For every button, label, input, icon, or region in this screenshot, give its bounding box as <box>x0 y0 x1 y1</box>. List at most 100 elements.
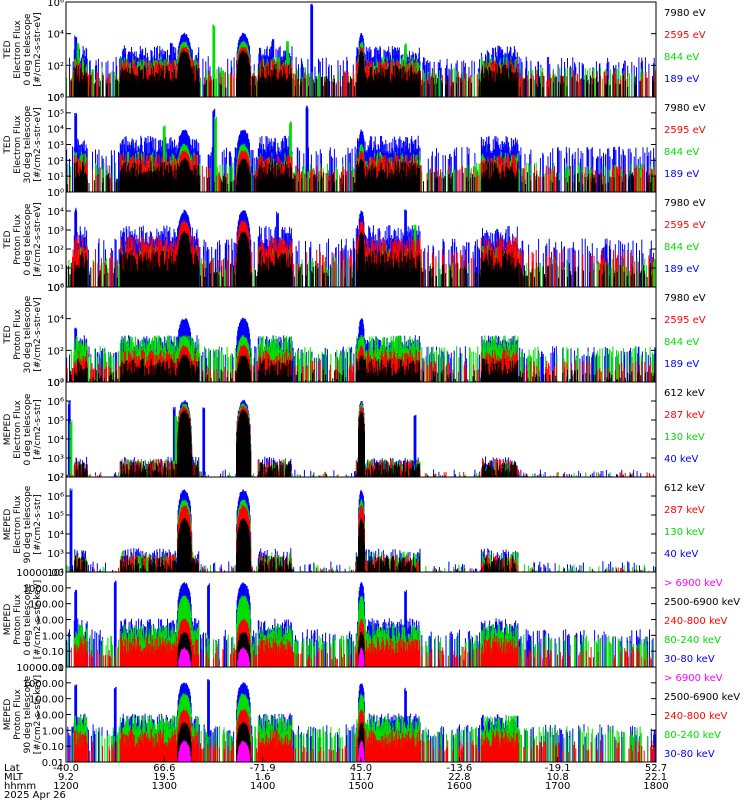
x-tick-hhmm: 1300 <box>152 781 177 792</box>
y-axis-label-line: [#/cm2-s-str-eV] <box>33 297 43 372</box>
x-tick-lat: 45.0 <box>350 763 372 774</box>
y-tick-label: 10⁷ <box>47 473 64 484</box>
y-tick-label: 10³ <box>47 141 64 152</box>
legend-entry: 2500-6900 keV <box>664 692 740 703</box>
panel-1: 10⁰ 10² 10⁴ 10⁶ TED Electron Flux 0 deg telesc… <box>3 0 706 104</box>
y-tick-label: 10² <box>47 245 64 256</box>
y-tick-label: 10⁶ <box>47 93 64 104</box>
legend-entry: 844 eV <box>664 242 699 253</box>
y-tick-label: 10⁶ <box>47 397 64 408</box>
legend-entry: 612 keV <box>664 483 705 494</box>
legend-entry: 80-240 keV <box>664 635 721 646</box>
y-tick-label: 0.10 <box>42 742 64 753</box>
y-axis-label-line: 30 deg telescope <box>23 105 33 183</box>
x-tick-lat: -13.6 <box>446 763 472 774</box>
y-axis-label: MEPED Proton Flux 0 deg telescope [#/cm2-s-… <box>3 580 43 659</box>
y-tick-label: 10⁴ <box>47 530 64 541</box>
y-tick-label: 100.00 <box>29 600 64 611</box>
x-tick-lat: -71.9 <box>250 763 276 774</box>
legend-entry: > 6900 keV <box>664 578 723 589</box>
legend-entry: 130 keV <box>664 527 705 538</box>
legend-entry: 7980 eV <box>664 103 706 114</box>
y-axis-label: MEPED Electron Flux 90 deg telescope [#/cm2… <box>3 485 43 563</box>
y-axis-label-line: 30 deg telescope <box>23 295 33 373</box>
x-tick-mlt: 19.5 <box>153 772 175 783</box>
x-tick-hhmm: 1500 <box>348 781 373 792</box>
legend-entry: 189 eV <box>664 74 699 85</box>
y-axis-label-line: [#/cm2-s-str] <box>33 494 43 554</box>
y-tick-label: 10⁴ <box>47 30 64 41</box>
legend-entry: 287 keV <box>664 505 705 516</box>
y-axis-label-line: 90 deg telescope <box>23 485 33 563</box>
y-tick-label: 10000.00 <box>16 568 64 579</box>
y-axis-label: TED Electron Flux 30 deg telescope [#/cm2-s… <box>3 105 43 183</box>
panel-4: 10⁰ 10² 10⁴ 10⁶ TED Proton Flux 30 deg telesco… <box>3 283 706 389</box>
y-tick-label: 10¹ <box>47 264 64 275</box>
y-tick-label: 0.01 <box>42 758 64 769</box>
y-tick-label: 1.00 <box>42 726 64 737</box>
x-tick-mlt: 10.8 <box>547 772 569 783</box>
y-axis-label-line: TED <box>3 325 13 344</box>
y-tick-label: 10⁵ <box>47 416 64 427</box>
y-axis-label-line: Proton Flux <box>13 594 23 645</box>
date-label: 2025 Apr 26 <box>4 790 66 800</box>
legend-entry: 844 eV <box>664 337 699 348</box>
y-axis-label-line: [#/cm2-s-str-eV] <box>33 202 43 277</box>
y-tick-label: 10⁶ <box>47 283 64 294</box>
legend-entry: 40 keV <box>664 549 698 560</box>
y-axis-label-line: [#/cm2-s-str-keV] <box>33 675 43 754</box>
y-axis-label-line: Electron Flux <box>13 495 23 554</box>
y-tick-label: 10² <box>47 346 64 357</box>
y-tick-label: 10.00 <box>35 711 64 722</box>
series-3-4 <box>66 230 652 287</box>
legend-entry: > 6900 keV <box>664 673 723 684</box>
y-tick-label: 10⁴ <box>47 125 64 136</box>
x-tick-mlt: 9.2 <box>58 772 74 783</box>
y-tick-label: 10³ <box>47 454 64 465</box>
x-row-label: Lat <box>4 763 20 774</box>
legend-entry: 130 keV <box>664 432 705 443</box>
y-axis-label-line: 0 deg telescope <box>23 13 33 85</box>
y-axis-label-line: 0 deg telescope <box>23 393 33 465</box>
y-tick-label: 10² <box>47 61 64 72</box>
y-axis-label-line: Proton Flux <box>13 309 23 360</box>
panel-6: 10² 10³ 10⁴ 10⁵ 10⁶ 10⁷ MEPED Electron Flux 90 d… <box>3 473 705 579</box>
legend-entry: 40 keV <box>664 454 698 465</box>
y-axis-label: MEPED Proton Flux 90 deg telescope [#/cm2-s… <box>3 675 43 754</box>
y-tick-label: 100.00 <box>29 695 64 706</box>
y-axis-label-line: [#/cm2-s-str-keV] <box>33 580 43 659</box>
panel-5: 10² 10³ 10⁴ 10⁵ 10⁶ 10⁷ MEPED Electron Flux 0 de… <box>3 378 705 484</box>
x-tick-lat: 52.7 <box>645 763 667 774</box>
panel-7: 0.010.101.0010.00100.001000.0010000.00ME… <box>3 568 740 674</box>
y-tick-label: 10⁶ <box>47 0 64 9</box>
x-tick-hhmm: 1400 <box>250 781 275 792</box>
y-tick-label: 10² <box>47 473 64 484</box>
y-axis-label-line: 0 deg telescope <box>23 203 33 275</box>
y-tick-label: 10.00 <box>35 616 64 627</box>
y-tick-label: 10² <box>47 568 64 579</box>
y-tick-label: 10¹ <box>47 172 64 183</box>
y-tick-label: 10⁴ <box>47 207 64 218</box>
panel-2: 10⁰ 10¹ 10² 10³ 10⁴ 10⁵ 10⁶ TED Electron Flux 30 … <box>3 93 706 199</box>
x-tick-hhmm: 1600 <box>447 781 472 792</box>
y-tick-label: 10⁰ <box>47 283 64 294</box>
y-tick-label: 10⁴ <box>47 315 64 326</box>
x-tick-hhmm: 1200 <box>53 781 78 792</box>
y-axis-label-line: MEPED <box>3 604 13 636</box>
legend-entry: 189 eV <box>664 169 699 180</box>
y-tick-label: 10² <box>47 156 64 167</box>
panel-3: 10⁰ 10¹ 10² 10³ 10⁴ TED Proton Flux 0 deg teles… <box>3 191 706 294</box>
y-axis-label: MEPED Electron Flux 0 deg telescope [#/cm2-… <box>3 393 43 465</box>
y-tick-label: 10⁰ <box>47 378 64 389</box>
legend-entry: 287 keV <box>664 410 705 421</box>
legend-entry: 30-80 keV <box>664 749 715 760</box>
y-tick-label: 1000.00 <box>23 584 64 595</box>
y-tick-label: 0.01 <box>42 663 64 674</box>
x-tick-mlt: 1.6 <box>255 772 271 783</box>
legend-entry: 240-800 keV <box>664 616 728 627</box>
y-tick-label: 10³ <box>47 549 64 560</box>
y-tick-label: 10⁰ <box>47 93 64 104</box>
y-axis-label-line: TED <box>3 230 13 249</box>
